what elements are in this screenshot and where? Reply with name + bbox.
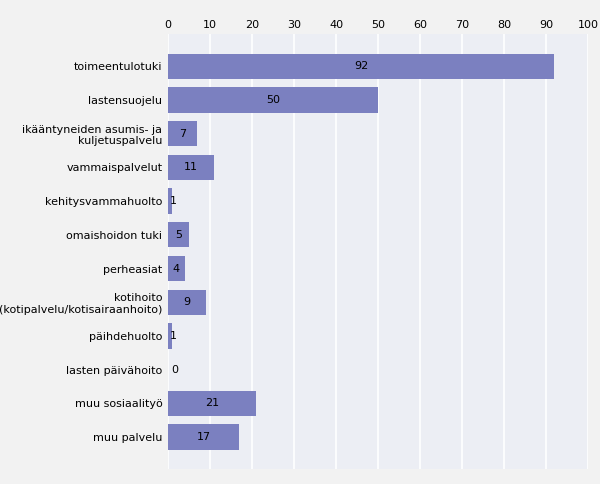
Bar — [168, 88, 378, 113]
Bar — [168, 323, 172, 348]
Bar — [168, 424, 239, 450]
Text: 1: 1 — [170, 196, 177, 206]
Bar — [168, 256, 185, 281]
Bar — [168, 121, 197, 146]
Text: 7: 7 — [179, 129, 186, 139]
Text: 50: 50 — [266, 95, 280, 105]
Bar — [168, 155, 214, 180]
Text: 5: 5 — [175, 230, 182, 240]
Bar — [168, 54, 554, 79]
Bar — [168, 289, 206, 315]
Bar — [168, 391, 256, 416]
Text: 92: 92 — [354, 61, 368, 71]
Text: 0: 0 — [172, 364, 178, 375]
Text: 21: 21 — [205, 398, 219, 408]
Text: 9: 9 — [184, 297, 190, 307]
Bar — [168, 222, 189, 247]
Text: 4: 4 — [173, 263, 180, 273]
Bar — [168, 188, 172, 214]
Text: 11: 11 — [184, 163, 198, 172]
Text: 1: 1 — [170, 331, 177, 341]
Text: 17: 17 — [197, 432, 211, 442]
